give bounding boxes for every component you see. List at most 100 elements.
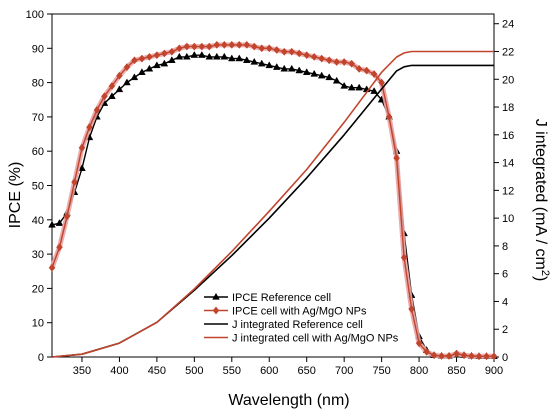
series-1-point: [228, 40, 236, 49]
series-1-point: [123, 63, 131, 72]
series-0-point: [317, 71, 326, 79]
y-right-tick-label: 0: [502, 352, 508, 364]
series-0-point: [340, 81, 348, 89]
plot-area: [48, 40, 498, 361]
x-tick-label: 500: [185, 365, 203, 377]
series-1-point: [310, 52, 318, 61]
y-right-axis-title-main: J integrated (mA / cm: [532, 119, 549, 270]
series-0-point: [55, 219, 64, 226]
y-right-axis-title-sup: 2: [539, 270, 550, 276]
y-right-axis-title-end: ): [532, 276, 549, 281]
x-tick-label: 550: [223, 365, 241, 377]
series-1-point: [71, 178, 78, 187]
series-1-point: [460, 351, 468, 360]
y-left-tick-label: 0: [38, 352, 44, 364]
series-1-point: [48, 263, 56, 272]
y-left-tick-label: 60: [32, 146, 44, 158]
series-0-point: [115, 85, 124, 93]
series-1-point: [348, 59, 355, 68]
series-1-point: [78, 143, 86, 152]
series-1-point: [108, 82, 116, 91]
series-1-point: [153, 51, 161, 60]
series-1-point: [220, 40, 228, 49]
series-0-point: [205, 52, 214, 60]
series-1-point: [393, 154, 400, 163]
series-0-point: [295, 66, 304, 74]
series-1-point: [93, 106, 101, 115]
series-1-point: [101, 92, 108, 101]
series-1-point: [205, 42, 213, 51]
series-1-point: [213, 40, 221, 49]
y-right-tick-label: 20: [502, 74, 514, 86]
y-right-axis-title: J integrated (mA / cm2): [532, 119, 550, 282]
series-0-point: [347, 83, 356, 91]
y-right-tick-label: 2: [502, 324, 508, 336]
series-0-group: [48, 51, 498, 359]
series-0-point: [242, 56, 251, 63]
series-0-point: [48, 220, 56, 228]
axes-group: 350 400 450 500 550 600 650 700 750 800 850 9000102…: [26, 9, 515, 377]
series-0-point: [108, 92, 116, 99]
series-0-point: [175, 52, 184, 60]
series-0-point: [138, 68, 146, 75]
series-0-point: [287, 64, 296, 72]
series-1-point: [363, 66, 370, 75]
y-left-tick-label: 90: [32, 43, 44, 55]
x-tick-label: 600: [260, 365, 278, 377]
y-left-tick-label: 10: [32, 318, 44, 330]
series-1-point: [400, 253, 408, 262]
series-1-point: [378, 78, 385, 87]
series-1-point: [468, 351, 475, 360]
series-0-point: [198, 51, 206, 58]
y-right-tick-label: 14: [502, 158, 514, 170]
x-tick-label: 450: [148, 365, 166, 377]
series-1-point: [243, 40, 251, 49]
series-1-point: [176, 44, 183, 53]
series-0-point: [272, 63, 281, 70]
series-0-point: [220, 52, 229, 60]
series-1-point: [355, 64, 363, 73]
series-1-point: [438, 351, 445, 360]
x-tick-label: 750: [372, 365, 390, 377]
series-1-point: [295, 49, 303, 58]
legend-label: J integrated Reference cell: [232, 319, 363, 331]
x-tick-label: 900: [485, 365, 503, 377]
legend-label: IPCE cell with Ag/MgO NPs: [232, 306, 367, 318]
series-1-point: [340, 58, 348, 67]
series-1-point: [385, 112, 393, 121]
series-1-point: [235, 40, 243, 49]
series-1-point: [288, 47, 296, 56]
series-1-point: [265, 44, 273, 53]
x-tick-label: 800: [410, 365, 428, 377]
series-0-point: [235, 54, 244, 62]
legend-label: J integrated cell with Ag/MgO NPs: [232, 333, 399, 345]
y-right-tick-label: 16: [502, 130, 514, 142]
series-1-point: [161, 49, 168, 58]
series-1-point: [408, 304, 415, 313]
y-left-tick-label: 50: [32, 181, 44, 193]
x-tick-label: 650: [298, 365, 316, 377]
series-1-point: [370, 70, 378, 79]
series-0-point: [160, 59, 169, 67]
series-0-point: [190, 51, 199, 58]
series-1-point: [453, 349, 460, 358]
series-0-point: [123, 78, 131, 86]
x-tick-label: 400: [110, 365, 128, 377]
series-0-point: [183, 52, 191, 60]
series-1-point: [483, 352, 490, 361]
y-right-tick-label: 18: [502, 102, 514, 114]
y-right-tick-label: 8: [502, 241, 508, 253]
series-1-point: [146, 52, 153, 61]
y-right-tick-label: 4: [502, 296, 508, 308]
series-1-point: [183, 42, 191, 51]
y-left-tick-label: 80: [32, 78, 44, 90]
series-1-point: [325, 56, 333, 65]
y-right-tick-label: 24: [502, 19, 514, 31]
series-1-point: [430, 351, 438, 360]
series-1-point: [86, 123, 93, 132]
legend-label: IPCE Reference cell: [232, 292, 331, 304]
y-right-tick-label: 12: [502, 185, 514, 197]
series-0-point: [280, 64, 289, 72]
series-0-point: [145, 64, 154, 72]
